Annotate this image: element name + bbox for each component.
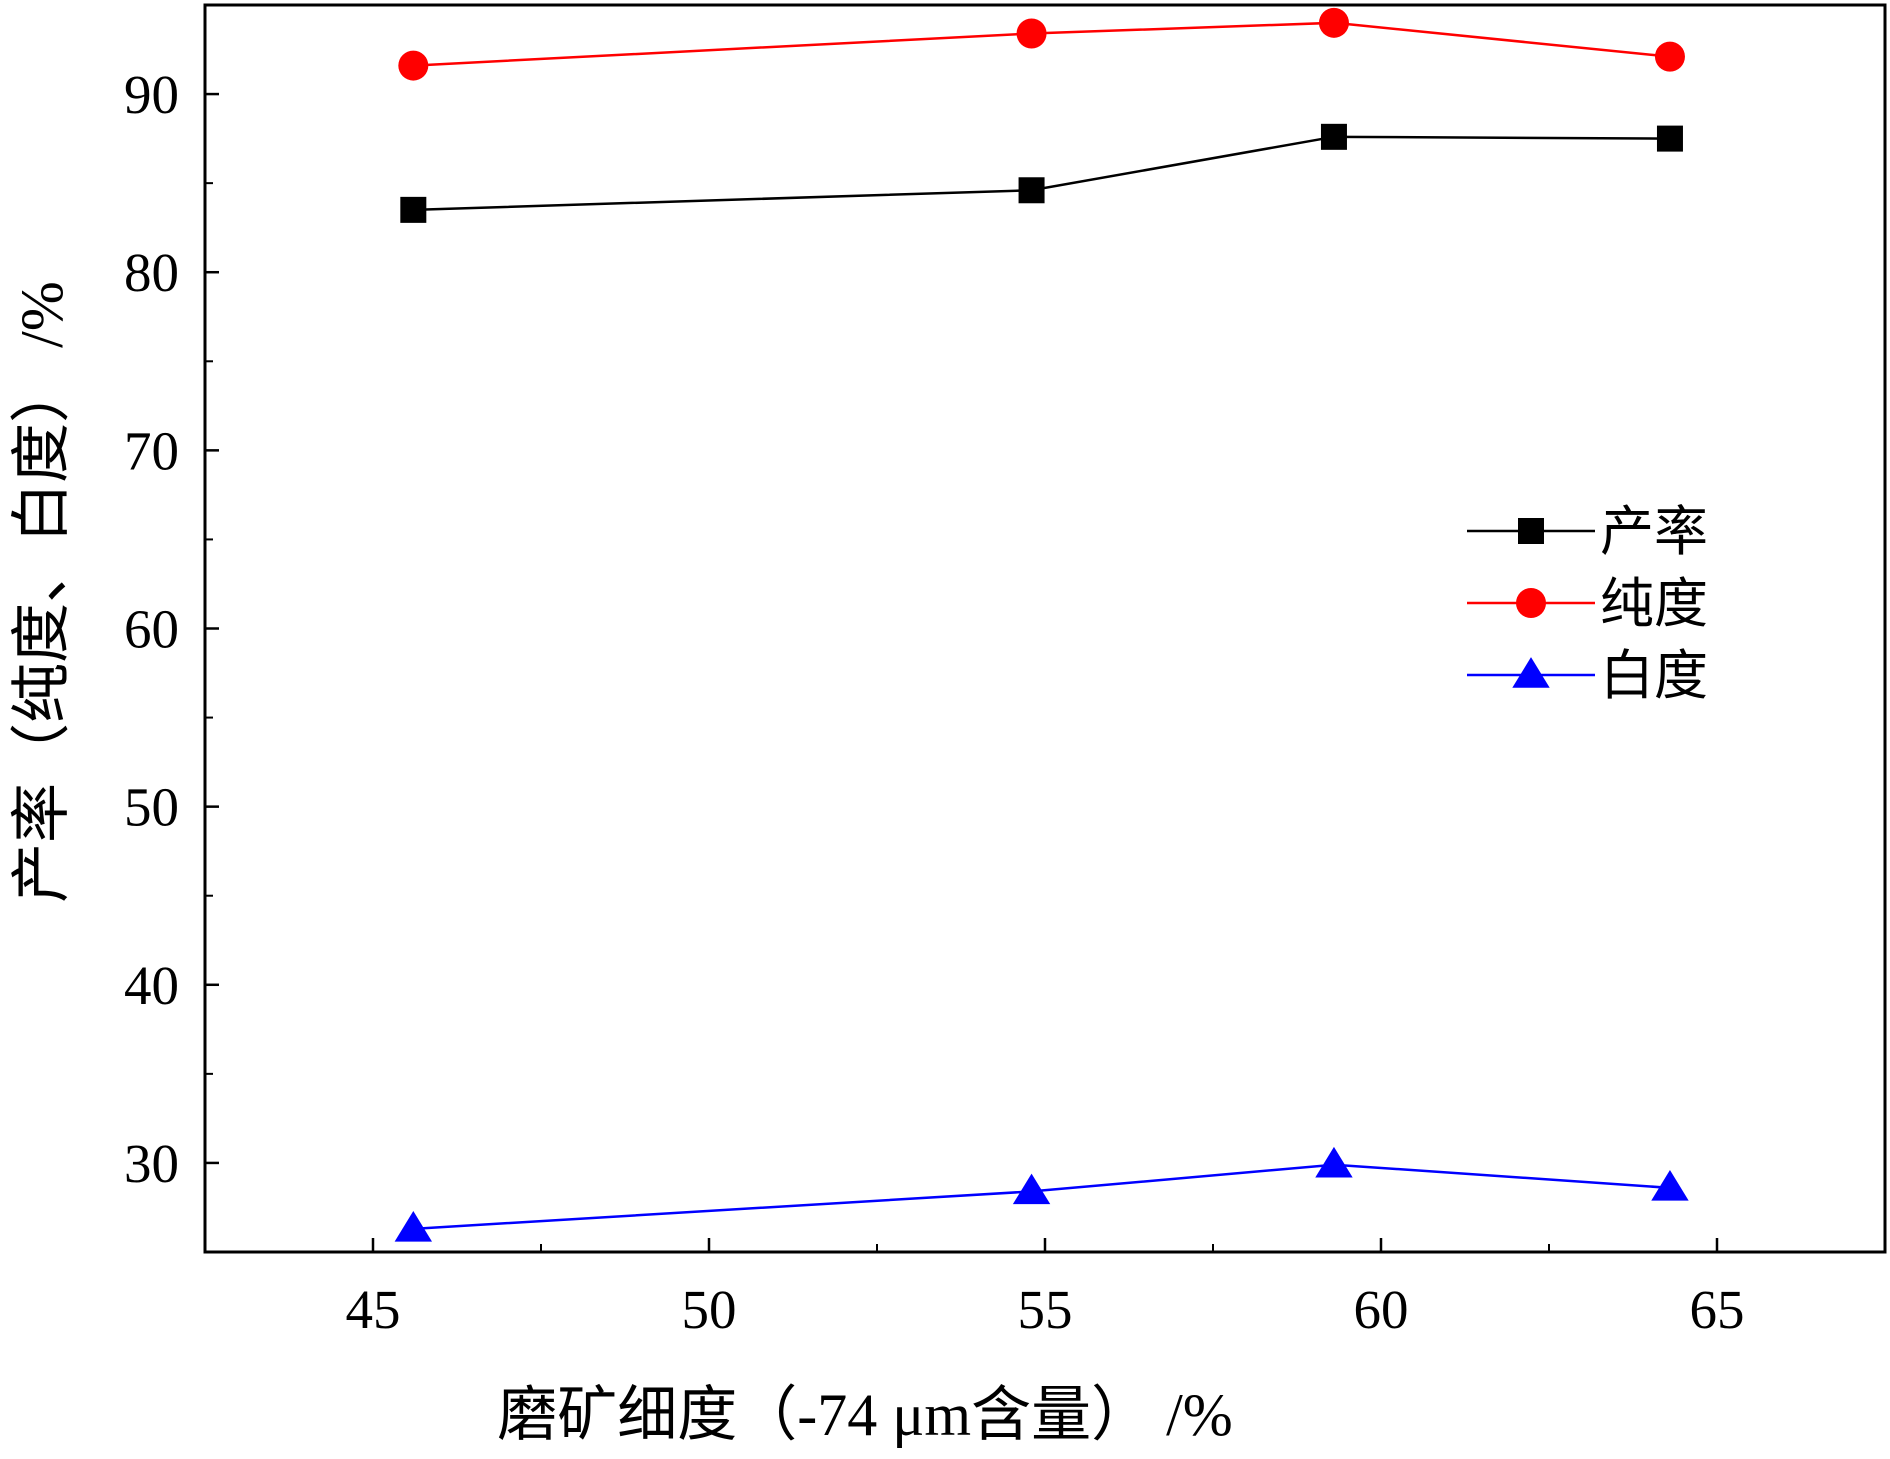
series-line	[413, 1163, 1671, 1231]
legend-marker	[1512, 657, 1550, 688]
legend-marker	[1518, 518, 1544, 544]
x-axis: 45 50 55 60 65	[346, 1238, 1745, 1340]
x-axis-title: 磨矿细度（-74 μm含量） /%	[497, 1382, 1232, 1448]
legend-label: 白度	[1600, 646, 1708, 706]
y-tick-label: 30	[124, 1133, 179, 1194]
y-tick-label: 70	[124, 420, 179, 481]
y-tick-label: 50	[124, 777, 179, 838]
y-tick-label: 90	[124, 64, 179, 125]
legend-label: 纯度	[1600, 574, 1708, 634]
legend-item: 白度	[1467, 646, 1708, 706]
y-tick-label: 40	[124, 955, 179, 1016]
series-layer	[394, 7, 1689, 1242]
x-tick-label: 60	[1354, 1279, 1409, 1340]
x-tick-label: 65	[1690, 1279, 1745, 1340]
data-point	[1656, 125, 1683, 152]
y-tick-label: 60	[124, 599, 179, 660]
x-tick-label: 50	[682, 1279, 737, 1340]
data-point	[1320, 123, 1347, 150]
series-line	[413, 21, 1671, 67]
x-tick-label: 55	[1018, 1279, 1073, 1340]
series-triangle	[394, 1146, 1689, 1242]
y-tick-label: 80	[124, 242, 179, 303]
data-point	[1012, 1173, 1051, 1205]
data-point	[398, 50, 429, 81]
series-square	[400, 123, 1683, 223]
data-point	[1016, 18, 1047, 49]
legend-item: 产率	[1467, 502, 1708, 562]
data-point	[1318, 7, 1349, 38]
series-circle	[398, 7, 1685, 81]
y-axis-title: 产率（纯度、白度） /%	[9, 281, 75, 903]
data-point	[1018, 177, 1045, 204]
data-point	[394, 1210, 433, 1242]
legend-marker	[1516, 588, 1546, 618]
series-line	[413, 135, 1670, 212]
data-point	[1654, 41, 1685, 72]
data-point	[1651, 1170, 1689, 1201]
legend-item: 纯度	[1467, 574, 1708, 634]
x-tick-label: 45	[346, 1279, 401, 1340]
data-point	[400, 196, 427, 223]
data-point	[1315, 1146, 1353, 1178]
legend-label: 产率	[1600, 502, 1708, 562]
y-axis: 30 40 50 60 70 80 90	[124, 64, 219, 1194]
